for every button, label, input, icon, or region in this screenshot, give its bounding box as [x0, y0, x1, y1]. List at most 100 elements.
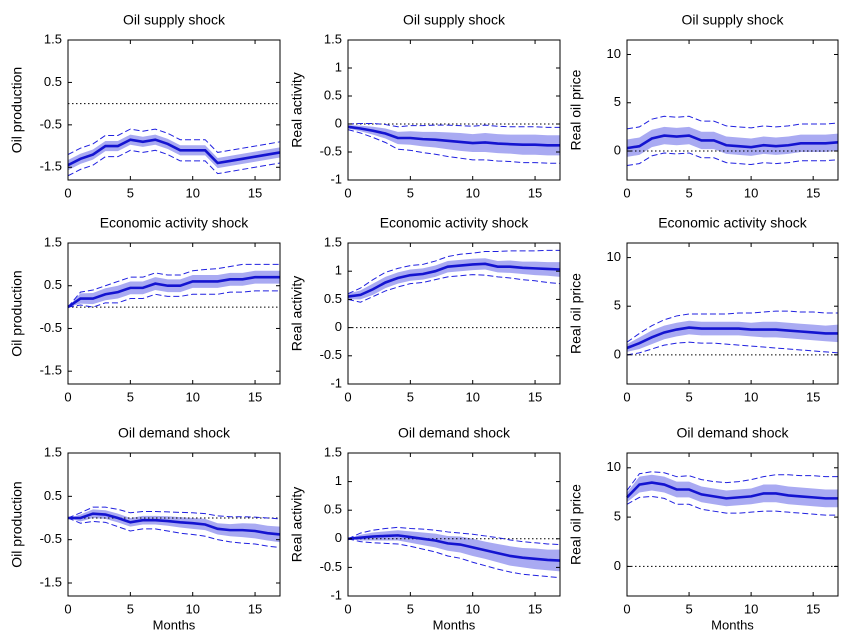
chart-title: Economic activity shock	[658, 215, 808, 231]
y-tick-label: -1.5	[40, 363, 62, 378]
x-tick-label: 10	[465, 389, 479, 404]
ci-upper-line	[626, 115, 839, 130]
chart-title: Oil supply shock	[682, 12, 785, 28]
median-line	[67, 138, 281, 167]
x-axis-label: Months	[153, 617, 196, 632]
x-tick-label: 10	[744, 185, 758, 200]
x-axis-label: Months	[433, 617, 476, 632]
y-tick-label: -0.5	[40, 320, 62, 335]
ci-lower-line	[347, 129, 560, 164]
axes-frame	[626, 242, 839, 385]
y-axis-label: Oil production	[9, 67, 25, 153]
chart-title: Oil demand shock	[676, 425, 789, 441]
chart-title: Economic activity shock	[100, 215, 250, 231]
y-tick-label: 0	[614, 142, 621, 157]
x-tick-label: 0	[623, 185, 630, 200]
axes-frame	[67, 242, 281, 385]
median-line	[347, 534, 561, 562]
ci-upper-line	[67, 506, 281, 520]
axes-frame	[347, 452, 561, 597]
ci-lower-line	[626, 341, 839, 356]
x-tick-label: 0	[64, 389, 71, 404]
y-axis-label: Real oil price	[568, 273, 584, 354]
x-tick-label: 5	[127, 185, 134, 200]
x-axis-label: Months	[711, 617, 754, 632]
y-tick-label: 0	[335, 115, 342, 130]
y-tick-label: 1.5	[324, 31, 342, 46]
x-tick-label: 5	[407, 185, 414, 200]
y-tick-label: 1	[335, 59, 342, 74]
y-axis-label: Real activity	[289, 72, 305, 147]
y-tick-label: 10	[607, 46, 621, 61]
axes-frame	[626, 39, 839, 181]
y-tick-label: 5	[614, 298, 621, 313]
chart-title: Oil demand shock	[118, 425, 231, 441]
y-tick-label: 0.5	[324, 87, 342, 102]
y-tick-label: 0	[335, 530, 342, 545]
y-tick-label: -1	[330, 171, 342, 186]
ci-lower-line	[67, 517, 281, 548]
x-tick-label: 5	[127, 389, 134, 404]
y-tick-label: -1	[330, 587, 342, 602]
x-tick-label: 5	[407, 389, 414, 404]
y-tick-label: -0.5	[40, 116, 62, 131]
y-tick-label: -0.5	[40, 531, 62, 546]
ci-lower-line	[626, 495, 838, 516]
band	[68, 270, 280, 308]
x-tick-label: 15	[806, 601, 820, 616]
y-tick-label: 0.5	[324, 291, 342, 306]
median-line	[347, 262, 561, 298]
y-axis-label: Real activity	[289, 276, 305, 351]
y-tick-label: 1.5	[44, 234, 62, 249]
band	[348, 258, 560, 300]
y-tick-label: -0.5	[320, 143, 342, 158]
ci-upper-line	[626, 310, 838, 343]
x-tick-label: 0	[623, 601, 630, 616]
median-line	[68, 512, 281, 536]
x-tick-label: 10	[185, 601, 199, 616]
y-tick-label: 0.5	[324, 502, 342, 517]
axes-frame	[67, 39, 281, 181]
y-axis-label: Oil production	[9, 481, 25, 567]
y-tick-label: -1	[330, 375, 342, 390]
y-tick-label: -0.5	[320, 347, 342, 362]
median-line	[67, 275, 280, 309]
x-tick-label: 15	[248, 601, 262, 616]
ci-lower-line	[67, 149, 281, 177]
x-tick-label: 5	[685, 389, 692, 404]
x-tick-label: 5	[407, 601, 414, 616]
y-tick-label: 5	[614, 94, 621, 109]
median-line	[626, 134, 839, 150]
axes-frame	[347, 242, 561, 385]
band	[68, 134, 280, 171]
y-axis-label: Real activity	[289, 487, 305, 562]
x-tick-label: 5	[685, 185, 692, 200]
x-tick-label: 0	[344, 601, 351, 616]
y-tick-label: 1	[335, 263, 342, 278]
x-tick-label: 15	[528, 389, 542, 404]
y-tick-label: 1.5	[324, 444, 342, 459]
x-tick-label: 10	[744, 601, 758, 616]
x-tick-label: 5	[127, 601, 134, 616]
median-line	[626, 481, 838, 500]
ci-upper-line	[347, 526, 561, 546]
ci-lower-line	[347, 274, 561, 303]
y-tick-label: 1	[335, 473, 342, 488]
y-tick-label: 1.5	[44, 31, 62, 46]
x-tick-label: 15	[528, 601, 542, 616]
y-axis-label: Real oil price	[568, 69, 584, 150]
x-tick-label: 15	[248, 185, 262, 200]
x-tick-label: 5	[685, 601, 692, 616]
y-tick-label: 5	[614, 509, 621, 524]
ci-lower-line	[626, 152, 839, 167]
x-tick-label: 10	[744, 389, 758, 404]
y-tick-label: -1.5	[40, 159, 62, 174]
y-tick-label: -1.5	[40, 574, 62, 589]
y-tick-label: 0.5	[44, 488, 62, 503]
x-tick-label: 0	[623, 389, 630, 404]
x-tick-label: 0	[64, 601, 71, 616]
x-tick-label: 15	[248, 389, 262, 404]
y-tick-label: 0	[614, 346, 621, 361]
y-axis-label: Oil production	[9, 270, 25, 356]
